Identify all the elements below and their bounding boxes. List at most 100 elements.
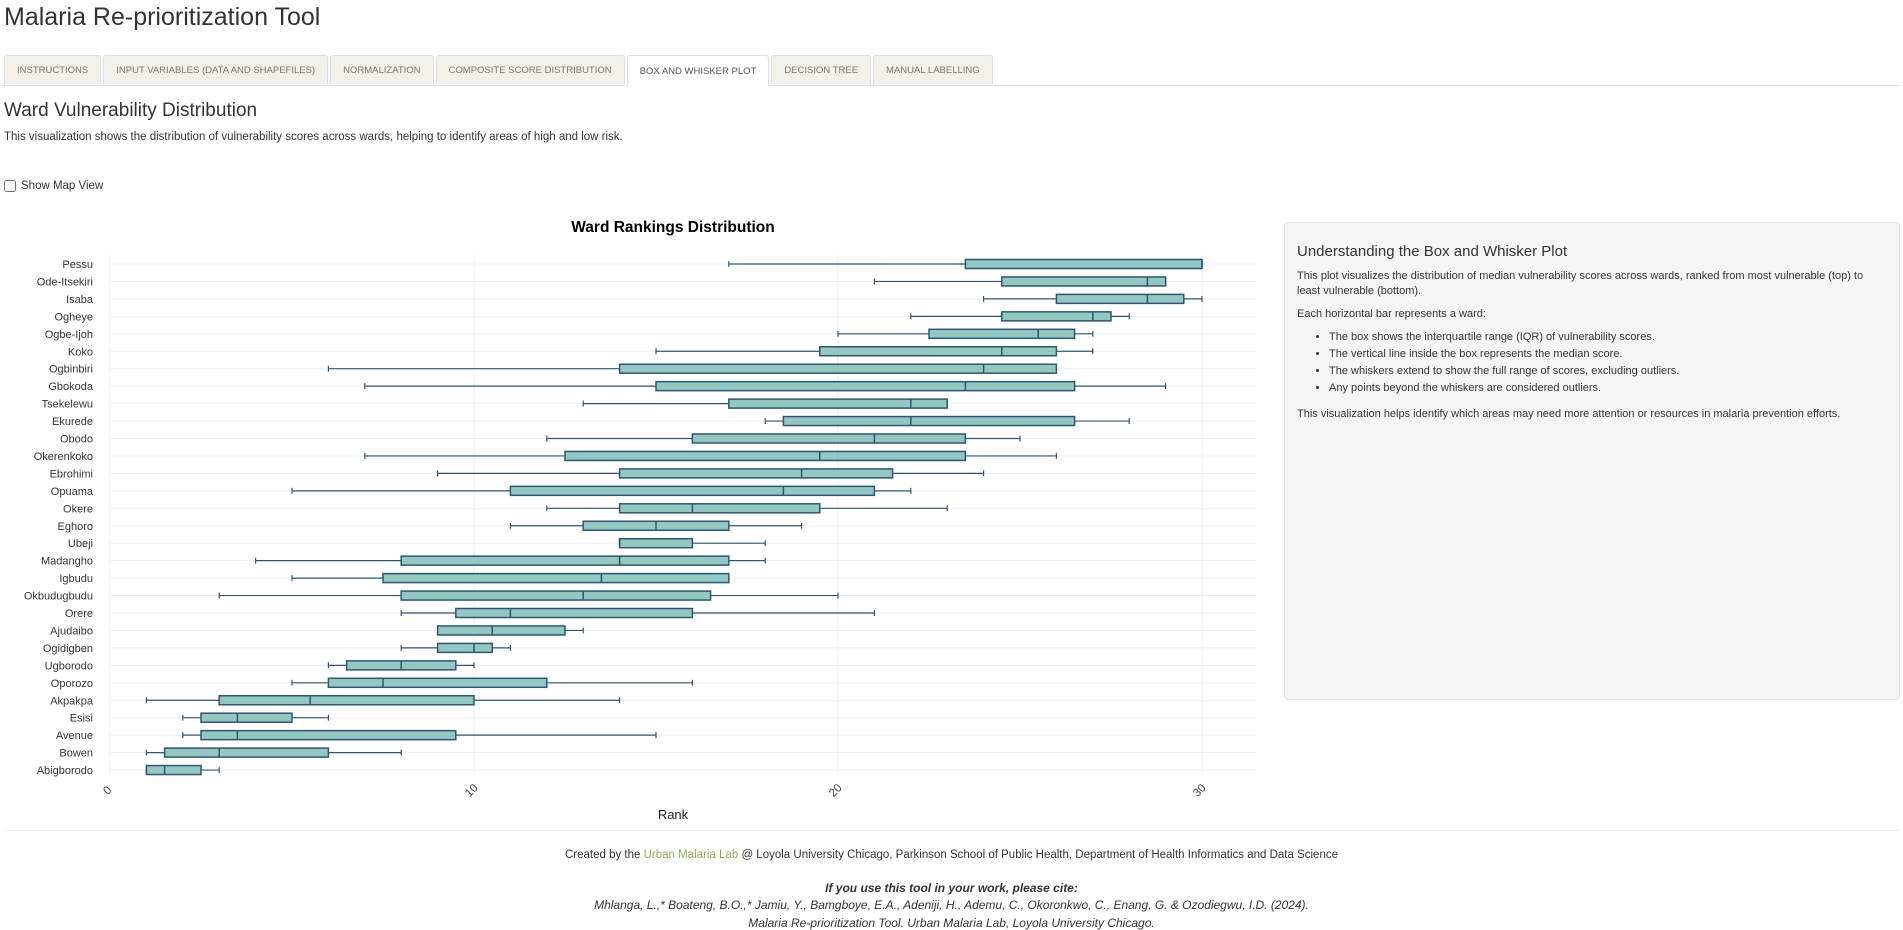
ward-label: Igbudu [59,573,93,585]
iqr-box [455,607,694,619]
chart-title: Ward Rankings Distribution [571,219,775,236]
iqr-box [928,328,1076,340]
map-view-label: Show Map View [21,180,104,192]
ward-label: Gbokoda [48,381,94,393]
section-title: Ward Vulnerability Distribution [4,100,258,121]
iqr-box [400,555,730,566]
info-bullet: The whiskers extend to show the full ran… [1329,364,1887,378]
box-whisker-chart: Ward Rankings Distribution Pessu Ode-Itse… [24,219,1257,822]
ward-label: Ogheye [54,311,93,323]
iqr-box [618,363,1058,374]
iqr-box [145,764,202,776]
tab-box-and-whisker-plot[interactable]: BOX AND WHISKER PLOT [626,55,770,86]
ward-label: Ebrohimi [50,468,93,480]
iqr-box [1001,311,1112,322]
tab-bar: INSTRUCTIONS INPUT VARIABLES (DATA AND S… [4,55,1899,86]
tab-decision-tree[interactable]: DECISION TREE [771,55,872,84]
ward-label: Abigborodo [37,765,93,777]
x-tick-label: 10 [463,782,481,800]
iqr-box [436,642,493,654]
x-tick-label: 20 [827,782,845,800]
ward-label: Avenue [56,730,93,742]
info-intro: This plot visualizes the distribution of… [1297,270,1864,297]
ward-label: Eghoro [58,521,93,533]
ward-label: Okere [63,503,93,515]
info-bullet: Any points beyond the whiskers are consi… [1329,381,1887,395]
ward-label: Ogbe-Ijoh [45,329,93,341]
map-view-checkbox[interactable] [4,180,16,192]
iqr-box [436,625,566,636]
citation-line-1: Mhlanga, L.,* Boateng, B.O.,* Jamiu, Y.,… [594,898,1309,912]
ward-label: Opuama [51,486,94,498]
tab-normalization[interactable]: NORMALIZATION [330,55,434,84]
ward-label: Koko [68,346,93,358]
tab-input-variables[interactable]: INPUT VARIABLES (DATA AND SHAPEFILES) [103,55,329,84]
iqr-box [200,712,293,723]
ward-label: Ubeji [68,538,93,550]
ward-label: Tsekelewu [42,399,93,411]
ward-label: Esisi [70,713,93,725]
info-bullet-list: The box shows the interquartile range (I… [1297,330,1887,395]
info-closing: This visualization helps identify which … [1297,408,1841,420]
ward-label: Ode-Itsekiri [37,276,93,288]
iqr-box [691,433,967,444]
y-axis-labels: Pessu Ode-Itsekiri Isaba Ogheye Ogbe-Ijoh Kok… [24,259,94,777]
x-axis-title: Rank [658,807,689,822]
ward-label: Ugborodo [45,660,93,672]
iqr-box [964,258,1203,270]
iqr-box [509,485,876,497]
ward-label: Akpakpa [50,695,94,707]
tab-manual-labelling[interactable]: MANUAL LABELLING [873,55,993,84]
iqr-box [382,572,730,584]
iqr-box [618,537,694,549]
iqr-box [218,695,475,706]
iqr-box [819,346,1058,357]
credit-suffix: @ Loyola University Chicago, Parkinson S… [741,849,1338,861]
iqr-box [728,398,948,409]
iqr-box [163,747,330,758]
citation-heading: If you use this tool in your work, pleas… [825,881,1078,895]
iqr-box [200,729,457,741]
section-description: This visualization shows the distributio… [4,131,623,143]
ward-label: Ogbinbiri [49,364,93,376]
info-title: Understanding the Box and Whisker Plot [1297,243,1568,260]
x-axis-ticks: 0 10 20 30 [101,782,1208,800]
map-view-toggle[interactable]: Show Map View [4,180,103,192]
iqr-box [618,468,894,479]
ward-label: Madangho [41,556,93,568]
tab-instructions[interactable]: INSTRUCTIONS [4,55,102,84]
ward-label: Obodo [60,434,93,446]
urban-malaria-lab-link[interactable]: Urban Malaria Lab [643,849,739,861]
iqr-box [1001,276,1167,287]
ward-label: Ekurede [52,416,93,428]
ward-label: Ogidigben [43,643,93,655]
ward-label: Okbudugbudu [24,591,93,603]
credit-prefix: Created by the [564,849,641,861]
footer-credit: Created by the Urban Malaria Lab @ Loyol… [0,849,1903,861]
x-tick-label: 30 [1191,782,1209,800]
iqr-box [564,450,967,462]
app-title: Malaria Re-prioritization Tool [4,3,321,31]
ward-label: Pessu [62,259,93,271]
info-bar-note: Each horizontal bar represents a ward: [1297,308,1486,320]
citation-line-2: Malaria Re-prioritization Tool. Urban Ma… [748,916,1155,930]
ward-label: Okerenkoko [34,451,93,463]
ward-label: Ajudaibo [50,625,93,637]
chart-boxes [145,258,1203,776]
iqr-box [618,503,821,514]
ward-label: Orere [65,608,93,620]
ward-label: Bowen [59,748,93,760]
iqr-box [1055,293,1185,305]
iqr-box [782,415,1076,427]
iqr-box [400,590,712,601]
footer-divider [4,830,1899,831]
x-tick-label: 0 [101,784,114,797]
ward-label: Isaba [66,294,94,306]
iqr-box [327,677,548,689]
info-bullet: The box shows the interquartile range (I… [1329,330,1887,344]
info-bullet: The vertical line inside the box represe… [1329,347,1887,361]
tab-composite-score-distribution[interactable]: COMPOSITE SCORE DISTRIBUTION [435,55,625,84]
iqr-box [655,380,1076,392]
plot-explanation-panel: Understanding the Box and Whisker Plot T… [1284,222,1900,700]
ward-label: Oporozo [51,678,93,690]
